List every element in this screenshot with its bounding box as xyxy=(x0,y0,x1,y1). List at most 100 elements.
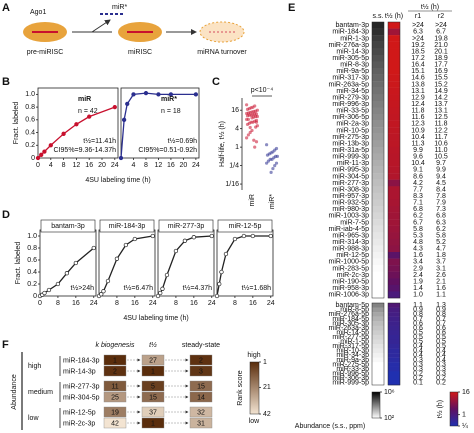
row-name: miR-8-5p xyxy=(340,307,369,314)
row-name: miR-317-5p xyxy=(332,343,369,350)
row-name: miR-958-3p xyxy=(332,285,369,292)
half-life-cell xyxy=(388,68,400,75)
rank-value: 15 xyxy=(149,394,157,401)
group-name: high xyxy=(28,363,41,370)
replicate-value: 0.4 xyxy=(436,357,446,364)
replicate-value: 0.5 xyxy=(413,339,423,346)
data-point xyxy=(223,251,229,257)
row-name: miR-14-3p xyxy=(336,48,369,55)
abundance-cell xyxy=(372,28,384,36)
abundance-cell xyxy=(372,54,384,62)
rank-cell xyxy=(141,380,165,392)
abundance-cell xyxy=(372,353,384,358)
replicate-value: 6.7 xyxy=(413,219,423,226)
half-life-cell xyxy=(388,321,400,326)
x-tick-label: 8 xyxy=(115,300,119,307)
data-point xyxy=(42,290,47,296)
half-life-cell xyxy=(388,114,400,121)
replicate-value: 13.1 xyxy=(411,88,425,95)
data-point xyxy=(64,271,70,276)
replicate-value: 10.4 xyxy=(411,160,425,167)
replicate-value: 1.8 xyxy=(436,252,446,259)
abundance-cell xyxy=(372,334,384,340)
replicate-value: >24 xyxy=(412,35,424,42)
replicate-value: 14.2 xyxy=(434,94,448,101)
data-point xyxy=(143,90,149,96)
row-name: miR-31a-5p xyxy=(332,147,369,154)
abundance-cell xyxy=(372,371,384,377)
abundance-cell xyxy=(372,87,384,95)
abundance-cell xyxy=(372,307,384,313)
rank-value: 15 xyxy=(197,383,205,390)
row-name: miR-7-5p xyxy=(340,219,369,226)
data-point xyxy=(46,287,52,293)
row-name: miR-2a-3p xyxy=(336,121,369,128)
half-life-cell xyxy=(388,212,400,220)
legend-tick-label: 10⁶ xyxy=(384,389,395,396)
abundance-cell xyxy=(372,61,384,69)
abundance-cell xyxy=(372,192,384,200)
data-point xyxy=(160,286,165,291)
rank-cell xyxy=(141,391,165,403)
data-point xyxy=(254,125,258,129)
row-name: miR-279-3p xyxy=(332,94,369,101)
rank-cell xyxy=(189,391,213,403)
half-life-cell xyxy=(388,271,400,279)
half-life-cell xyxy=(388,303,400,308)
abundance-cell xyxy=(372,199,384,207)
rank-value: 5 xyxy=(151,383,155,390)
half-life-cell xyxy=(388,48,400,56)
row-name: miR-11-3p xyxy=(337,160,369,167)
x-tick-label: 8 xyxy=(233,300,237,307)
row-name: miR-999-5p xyxy=(332,380,369,387)
y-tick-label: 0.8 xyxy=(27,245,37,252)
replicate-value: 12.3 xyxy=(411,121,425,128)
x-tick-label: 16 xyxy=(131,300,139,307)
replicate-value: 0.5 xyxy=(413,334,423,341)
x-tick-label: 16 xyxy=(249,300,257,307)
replicate-value: 1.9 xyxy=(413,278,423,285)
rank-cell xyxy=(103,365,127,377)
legend-tick-label: 21 xyxy=(263,384,271,391)
half-life-cell xyxy=(388,344,400,349)
replicate-value: 2.9 xyxy=(413,265,423,272)
data-point xyxy=(250,233,255,239)
rank-cell xyxy=(141,417,165,429)
data-point xyxy=(271,166,275,171)
row-name: miR-932-5p xyxy=(332,200,369,207)
x-axis-label: 4SU labeling time (h) xyxy=(85,177,150,184)
legend-title: t½ (h) xyxy=(436,400,444,418)
abundance-cell xyxy=(372,366,384,372)
abundance-cell xyxy=(372,344,384,349)
x-axis-label: 4SU labeling time (h) xyxy=(123,315,188,322)
data-point xyxy=(158,290,163,296)
replicate-value: 9.7 xyxy=(436,160,446,167)
row-name: miR-996-3p xyxy=(332,101,369,108)
data-point xyxy=(265,153,270,157)
block-frame xyxy=(371,21,385,299)
half-life-cell xyxy=(388,238,400,246)
half-life-cell xyxy=(388,353,400,358)
y-tick-label: 0 xyxy=(31,155,35,162)
row-name: miR-1-5p xyxy=(340,339,369,346)
half-life-cell xyxy=(388,265,400,272)
row-name: miR-304-5p xyxy=(63,394,100,401)
half-life-cell xyxy=(388,179,400,187)
replicate-value: 0.5 xyxy=(436,339,446,346)
half-life-cell xyxy=(388,173,400,180)
legend-tick-label: 42 xyxy=(263,411,271,418)
abundance-cell xyxy=(372,153,384,161)
half-life-cell xyxy=(388,252,400,259)
half-life-cell xyxy=(388,192,400,200)
abundance-cell xyxy=(372,173,384,180)
abundance-cell xyxy=(372,321,384,326)
rank-cell xyxy=(103,380,127,392)
row-name: miR-317-3p xyxy=(332,75,369,82)
replicate-value: 7.3 xyxy=(436,206,446,213)
legend-title: Abundance (s.s., ppm) xyxy=(295,423,365,430)
half-life-cell xyxy=(388,245,400,253)
half-life-cell xyxy=(388,81,400,88)
replicate-value: 12.9 xyxy=(411,94,425,101)
replicate-value: 0.2 xyxy=(436,375,446,382)
